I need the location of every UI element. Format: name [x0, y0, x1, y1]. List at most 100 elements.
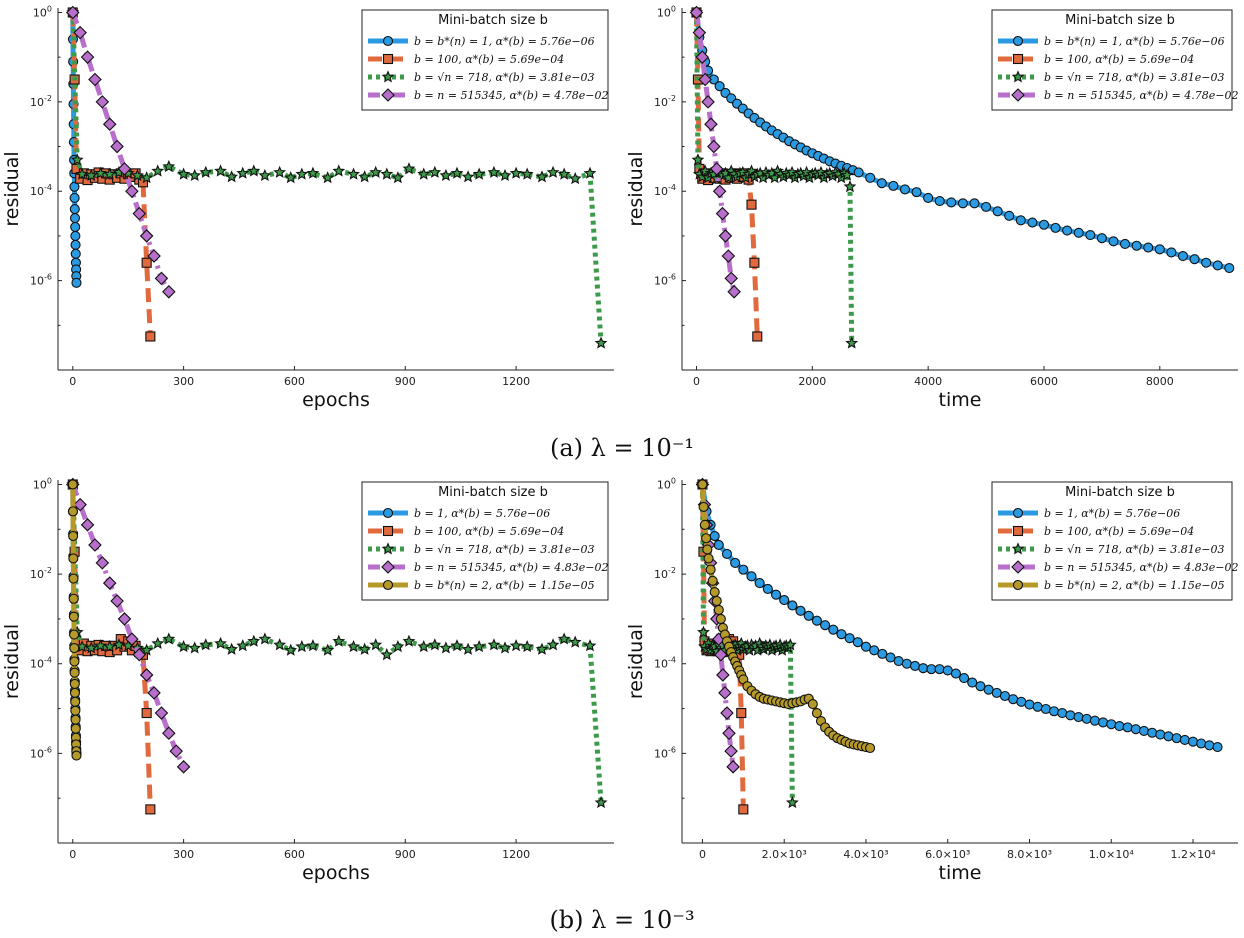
data-point: [911, 187, 922, 198]
data-point: [199, 638, 213, 651]
data-point: [332, 164, 346, 177]
data-point: [807, 699, 818, 710]
data-point: [80, 518, 95, 532]
caption-b: (b) λ = 10⁻³: [549, 906, 694, 934]
data-point: [840, 168, 854, 181]
data-point: [102, 117, 117, 131]
data-point: [139, 668, 154, 682]
data-point: [391, 171, 405, 184]
data-point: [1015, 215, 1026, 226]
data-point: [557, 167, 571, 180]
legend-marker: [382, 507, 394, 519]
data-point: [1143, 242, 1154, 253]
data-point: [959, 673, 970, 684]
legend-entry: b = 1, α*(b) = 5.76e−06: [1044, 507, 1180, 520]
data-point: [836, 629, 847, 640]
caption-a: (a) λ = 10⁻¹: [550, 434, 694, 462]
data-point: [70, 705, 81, 716]
data-point: [132, 647, 147, 662]
data-point: [845, 336, 859, 349]
data-point: [1085, 229, 1096, 241]
data-point: [68, 530, 79, 542]
y-tick-label: 10-4: [30, 183, 52, 198]
data-point: [557, 632, 571, 645]
data-point: [177, 167, 191, 180]
x-axis-label: epochs: [302, 389, 370, 411]
legend-entry: b = √n = 718, α*(b) = 3.81e−03: [1044, 543, 1225, 556]
legend-title: Mini-batch size b: [438, 13, 548, 28]
data-point: [568, 171, 582, 185]
data-point: [225, 642, 239, 655]
legend-marker: [1011, 70, 1025, 83]
panel-b-time: 0 2.0×10³ 4.0×10³ 6.0×10³ 8.0×10³ 1.0×10⁴ 1.2×…: [625, 476, 1239, 884]
data-point: [450, 166, 464, 179]
data-point: [726, 760, 740, 774]
data-point: [69, 667, 80, 678]
data-point: [369, 638, 383, 651]
y-tick-label: 100: [657, 476, 676, 491]
legend-marker: [1012, 507, 1024, 519]
data-point: [112, 638, 126, 651]
data-point: [461, 642, 475, 655]
data-point: [691, 153, 705, 166]
data-point: [844, 633, 855, 644]
data-point: [709, 162, 724, 176]
y-axis-label: residual: [625, 151, 647, 226]
data-point: [715, 613, 726, 624]
x-tick-label: 4000: [914, 375, 942, 388]
data-point: [899, 184, 911, 195]
data-point: [68, 611, 79, 622]
data-point: [141, 257, 152, 268]
data-point: [141, 707, 152, 719]
legend-entry: b = b*(n) = 1, α*(b) = 5.76e−06: [1044, 35, 1225, 48]
data-point: [535, 642, 549, 655]
data-point: [139, 229, 154, 243]
data-point: [754, 578, 765, 589]
y-tick-label: 10-2: [654, 94, 676, 109]
series-blue: [697, 479, 1223, 753]
data-point: [140, 171, 154, 184]
data-point: [162, 726, 176, 740]
data-point: [716, 668, 730, 682]
legend-marker: [381, 70, 395, 83]
data-point: [380, 648, 394, 661]
data-point: [162, 159, 176, 173]
data-point: [1224, 263, 1235, 274]
data-point: [1163, 731, 1174, 742]
data-point: [132, 206, 147, 221]
data-point: [1189, 254, 1200, 265]
data-point: [704, 117, 718, 131]
data-point: [770, 589, 782, 600]
series-purple: [65, 477, 191, 774]
data-point: [712, 184, 727, 199]
data-point: [487, 165, 501, 178]
data-point: [117, 162, 132, 176]
data-point: [918, 663, 929, 674]
x-tick-label: 0: [693, 375, 700, 388]
data-point: [803, 610, 814, 621]
data-point: [738, 804, 749, 815]
data-point: [69, 181, 80, 192]
legend-marker: [1012, 35, 1024, 47]
data-point: [284, 171, 298, 184]
legend-entry: b = 100, α*(b) = 5.69e−04: [1044, 525, 1194, 538]
data-point: [94, 166, 107, 179]
data-point: [853, 167, 864, 178]
data-point: [472, 639, 486, 653]
legend-entry: b = n = 515345, α*(b) = 4.78e−02: [414, 89, 609, 102]
data-point: [67, 479, 78, 490]
data-point: [472, 167, 486, 180]
x-tick-label: 900: [395, 848, 416, 861]
data-point: [865, 172, 876, 183]
data-point: [1187, 736, 1199, 747]
data-point: [162, 632, 176, 645]
legend-box: [991, 481, 1233, 601]
series-purple: [65, 5, 176, 299]
data-point: [720, 706, 734, 720]
data-point: [147, 686, 161, 700]
y-tick-label: 100: [33, 476, 52, 491]
data-point: [68, 553, 79, 564]
data-point: [1130, 724, 1141, 735]
data-point: [923, 192, 934, 203]
legend-entry: b = 100, α*(b) = 5.69e−04: [1044, 53, 1194, 66]
